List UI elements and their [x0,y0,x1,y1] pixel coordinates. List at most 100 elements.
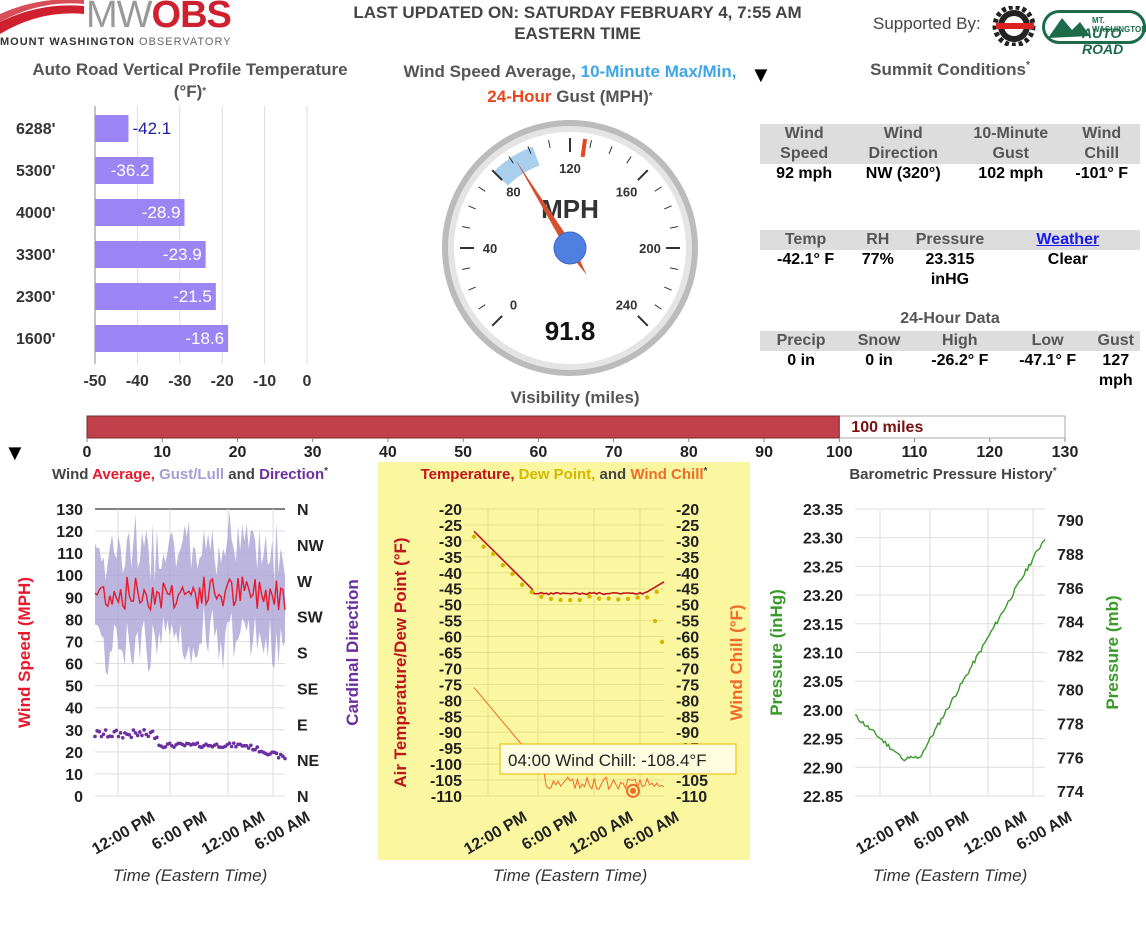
visibility-tick-label: 30 [304,444,322,461]
wind-direction-point [227,741,232,746]
pressure-y-tick: 23.20 [803,588,843,605]
wind-chart-title: Wind Average, Gust/Lull and Direction* [51,466,329,483]
temp-y-tick-right: -50 [676,598,699,615]
wind-direction-point [255,745,260,749]
h24-title: 24-Hour Data [900,310,1000,327]
profile-chart: -50 -40 -30 -20 -10 0 6288' -42.1 5300' -36.2 4000… [16,106,312,386]
wind-direction-point [195,741,200,745]
val-temp: -42.1° F [777,251,835,268]
hdr-snow: Snow [842,331,916,351]
pressure-y-tick: 23.25 [803,559,843,576]
val-snow: 0 in [865,352,893,369]
wind-direction-point [214,742,219,746]
visibility-fill [86,415,840,439]
wind-dir-tick: NW [297,538,325,555]
tooltip-point [626,783,640,798]
gauge-10min-band [493,146,540,186]
visibility-tick-label: 100 [826,444,853,461]
wind-direction-point [150,729,155,734]
gauge-tick [491,315,503,327]
profile-bar-label: -23.9 [163,245,202,264]
wind-direction-point [172,745,176,749]
wind-direction-point [155,735,159,740]
wind-direction-point [129,735,134,740]
summit-table-24h: Precip Snow High Low Gust 0 in 0 in -26.… [760,331,1140,391]
wind-direction-point [133,731,138,735]
wind-dir-tick: N [297,789,309,806]
x-tick-label: 12:00 PM [461,809,530,855]
profile-bar [95,241,206,268]
wind-direction-point [120,736,125,740]
cog-railway-logo[interactable] [990,4,1040,48]
pressure-y-tick-right: 774 [1057,784,1084,801]
wind-y-tick: 50 [65,679,83,696]
wind-direction-point [229,744,234,749]
logo-mw: MW [86,0,153,36]
dew-point-marker [625,596,631,602]
dew-point-marker [491,551,496,557]
auto-road-emblem [1042,10,1146,44]
wind-direction-point [274,751,279,756]
logo-obs: OBS [151,0,232,36]
mwobs-logo[interactable]: MWOBS [0,0,245,52]
gauge-tick [654,186,662,192]
wind-direction-point [146,734,151,739]
wind-y-tick: 100 [56,568,83,585]
logo-emblem [0,0,84,34]
charts-toggle-arrow[interactable]: ▼ [4,440,26,465]
gauge-tick [508,156,514,164]
wind-dir-tick: W [297,574,313,591]
wind-direction-point [101,732,106,737]
wind-direction-point [138,730,142,734]
wind-dir-tick: NE [297,753,320,770]
temp-y-tick: -90 [439,725,462,742]
pressure-y-tick-right: 784 [1057,615,1084,632]
profile-bar-label: -18.6 [185,329,224,348]
temp-y-tick: -40 [439,566,462,583]
temp-y-tick: -50 [439,598,462,615]
temp-y-tick-right: -105 [676,773,708,790]
supported-by-label: Supported By: [873,14,981,33]
temp-y-tick-right: -55 [676,614,699,631]
dew-point-marker [481,544,486,549]
temp-y-tick: -60 [439,630,462,647]
pressure-chart-title: Barometric Pressure History* [849,466,1057,483]
wind-dir-tick: N [297,502,309,519]
val-pressure: 23.315 inHG [925,251,975,288]
pressure-xlabel: Time (Eastern Time) [872,866,1028,885]
weather-link[interactable]: Weather [1036,231,1100,248]
pressure-y-tick-right: 776 [1057,750,1084,767]
gauge-tick [664,205,672,210]
dew-point-marker [654,589,659,595]
visibility-tick-label: 50 [454,444,472,461]
auto-road-logo[interactable]: MT. WASHINGTON AUTO ROAD [1042,8,1146,57]
dew-point-marker [568,597,573,603]
wind-y-tick: 130 [56,502,83,519]
gauge-gust-marker [580,138,588,158]
val-gust: 127 mph [1098,352,1133,389]
temp-y-tick: -100 [430,757,462,774]
dew-point-marker [652,618,658,624]
gauge-tick [654,304,662,310]
gauge-toggle-arrow[interactable]: ▼ [750,62,772,87]
pressure-y-tick: 23.05 [803,674,843,691]
hdr-high: High [915,331,1004,351]
wind-y-tick: 10 [65,767,83,784]
dew-point-marker [635,595,640,600]
logo-subtitle: MOUNT WASHINGTON OBSERVATORY [0,36,232,48]
pressure-y-tick-right: 788 [1057,547,1084,564]
gauge-tick-label: 0 [510,298,517,313]
gauge-tick [669,267,678,270]
val-weather: Clear [1047,251,1088,268]
val-wind-speed: 92 mph [776,165,833,182]
wind-y-tick: 0 [74,789,83,806]
wind-direction-point [110,734,114,739]
temp-y-tick: -80 [439,693,462,710]
gauge-tick [468,205,476,210]
visibility-tick-label: 110 [902,444,928,461]
wind-direction-point [283,756,287,761]
dew-point-marker [510,571,515,577]
wind-direction-point [99,734,104,739]
wind-direction-point [142,728,146,732]
